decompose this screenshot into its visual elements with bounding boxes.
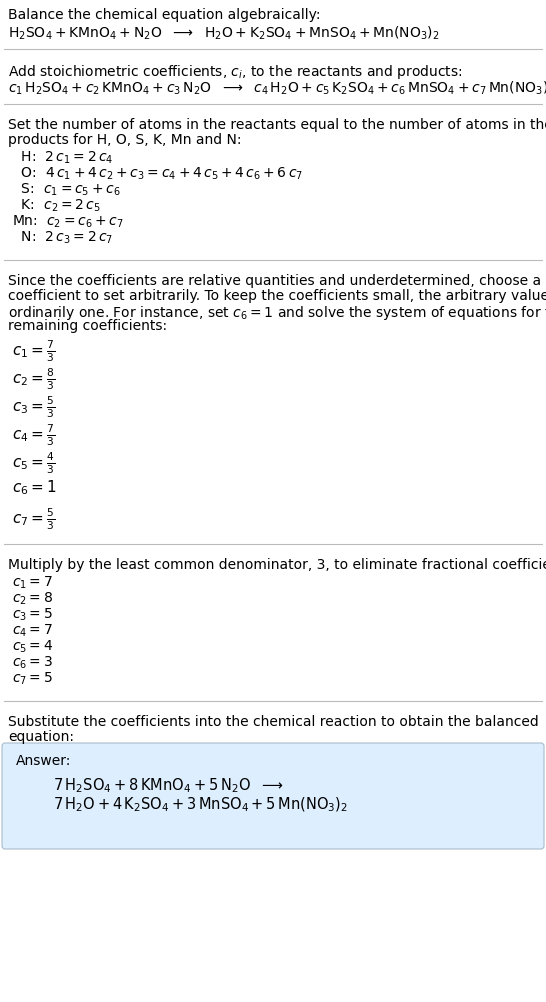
Text: $7\,\mathrm{H_2O} + 4\,\mathrm{K_2SO_4} + 3\,\mathrm{MnSO_4} + 5\,\mathrm{Mn(NO_: $7\,\mathrm{H_2O} + 4\,\mathrm{K_2SO_4} … <box>53 796 348 815</box>
Text: ordinarily one. For instance, set $c_6 = 1$ and solve the system of equations fo: ordinarily one. For instance, set $c_6 =… <box>8 304 546 322</box>
Text: Multiply by the least common denominator, 3, to eliminate fractional coefficient: Multiply by the least common denominator… <box>8 558 546 572</box>
Text: Set the number of atoms in the reactants equal to the number of atoms in the: Set the number of atoms in the reactants… <box>8 118 546 132</box>
Text: coefficient to set arbitrarily. To keep the coefficients small, the arbitrary va: coefficient to set arbitrarily. To keep … <box>8 289 546 303</box>
Text: $c_5 = \frac{4}{3}$: $c_5 = \frac{4}{3}$ <box>12 450 55 476</box>
Text: K:  $c_2 = 2\,c_5$: K: $c_2 = 2\,c_5$ <box>12 198 101 214</box>
Text: Balance the chemical equation algebraically:: Balance the chemical equation algebraica… <box>8 8 321 22</box>
Text: $c_4 = \frac{7}{3}$: $c_4 = \frac{7}{3}$ <box>12 422 55 448</box>
Text: $c_3 = 5$: $c_3 = 5$ <box>12 607 53 623</box>
Text: equation:: equation: <box>8 730 74 744</box>
Text: $c_1 = 7$: $c_1 = 7$ <box>12 575 53 591</box>
Text: Since the coefficients are relative quantities and underdetermined, choose a: Since the coefficients are relative quan… <box>8 274 541 288</box>
FancyBboxPatch shape <box>2 743 544 849</box>
Text: Substitute the coefficients into the chemical reaction to obtain the balanced: Substitute the coefficients into the che… <box>8 715 539 729</box>
Text: $7\,\mathrm{H_2SO_4} + 8\,\mathrm{KMnO_4} + 5\,\mathrm{N_2O}$  $\longrightarrow$: $7\,\mathrm{H_2SO_4} + 8\,\mathrm{KMnO_4… <box>53 776 284 795</box>
Text: $c_7 = 5$: $c_7 = 5$ <box>12 671 53 687</box>
Text: $c_5 = 4$: $c_5 = 4$ <box>12 639 54 655</box>
Text: $c_4 = 7$: $c_4 = 7$ <box>12 623 53 639</box>
Text: Answer:: Answer: <box>16 754 72 768</box>
Text: $c_7 = \frac{5}{3}$: $c_7 = \frac{5}{3}$ <box>12 506 55 532</box>
Text: $c_6 = 1$: $c_6 = 1$ <box>12 478 57 497</box>
Text: $c_2 = 8$: $c_2 = 8$ <box>12 591 53 607</box>
Text: O:  $4\,c_1 + 4\,c_2 + c_3 = c_4 + 4\,c_5 + 4\,c_6 + 6\,c_7$: O: $4\,c_1 + 4\,c_2 + c_3 = c_4 + 4\,c_5… <box>12 166 303 182</box>
Text: Mn:  $c_2 = c_6 + c_7$: Mn: $c_2 = c_6 + c_7$ <box>12 214 124 230</box>
Text: remaining coefficients:: remaining coefficients: <box>8 319 167 333</box>
Text: $c_2 = \frac{8}{3}$: $c_2 = \frac{8}{3}$ <box>12 366 55 392</box>
Text: N:  $2\,c_3 = 2\,c_7$: N: $2\,c_3 = 2\,c_7$ <box>12 230 113 246</box>
Text: S:  $c_1 = c_5 + c_6$: S: $c_1 = c_5 + c_6$ <box>12 182 121 198</box>
Text: $\mathrm{H_2SO_4 + KMnO_4 + N_2O}$  $\longrightarrow$  $\mathrm{H_2O + K_2SO_4 +: $\mathrm{H_2SO_4 + KMnO_4 + N_2O}$ $\lon… <box>8 25 440 42</box>
Text: $c_1\,\mathrm{H_2SO_4} + c_2\,\mathrm{KMnO_4} + c_3\,\mathrm{N_2O}$  $\longright: $c_1\,\mathrm{H_2SO_4} + c_2\,\mathrm{KM… <box>8 80 546 97</box>
Text: $c_3 = \frac{5}{3}$: $c_3 = \frac{5}{3}$ <box>12 394 55 420</box>
Text: H:  $2\,c_1 = 2\,c_4$: H: $2\,c_1 = 2\,c_4$ <box>12 150 114 166</box>
Text: Add stoichiometric coefficients, $c_i$, to the reactants and products:: Add stoichiometric coefficients, $c_i$, … <box>8 63 462 81</box>
Text: products for H, O, S, K, Mn and N:: products for H, O, S, K, Mn and N: <box>8 133 241 147</box>
Text: $c_6 = 3$: $c_6 = 3$ <box>12 655 53 671</box>
Text: $c_1 = \frac{7}{3}$: $c_1 = \frac{7}{3}$ <box>12 338 55 364</box>
